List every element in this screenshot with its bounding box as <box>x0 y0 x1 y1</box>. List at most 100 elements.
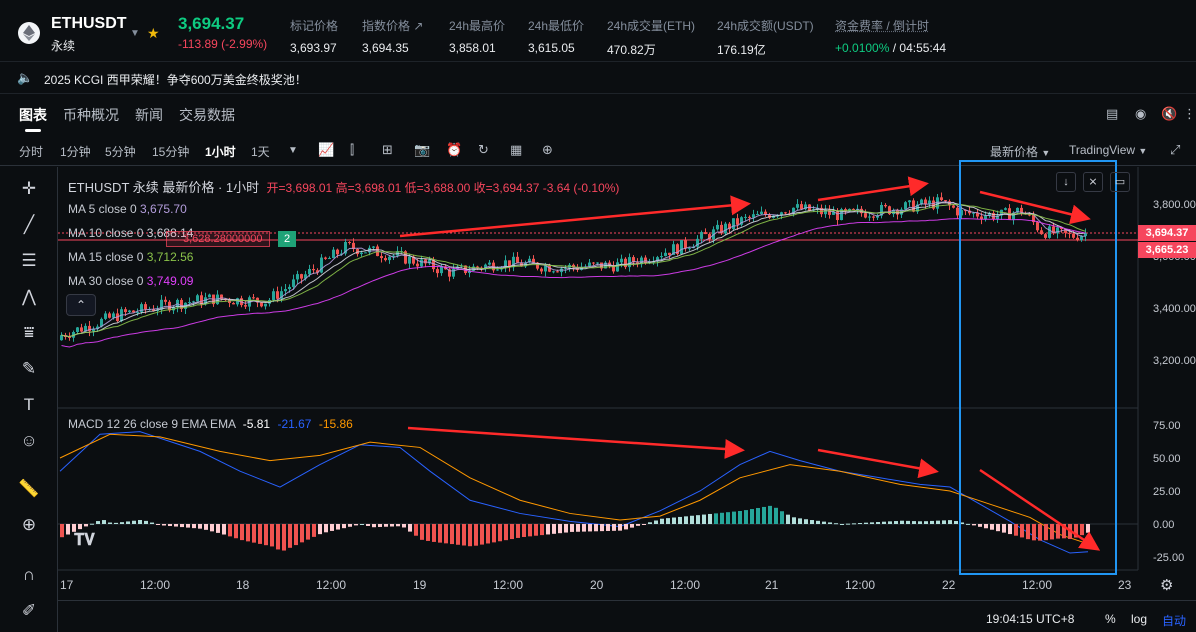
candle-body <box>960 210 963 216</box>
candle-body <box>356 249 359 255</box>
tab-news[interactable]: 新闻 <box>135 107 163 123</box>
candle-body <box>252 297 255 299</box>
symbol-dropdown-icon[interactable]: ▼ <box>130 28 140 39</box>
alert-clock-icon[interactable]: ⏰ <box>446 142 463 157</box>
announcement-text[interactable]: 2025 KCGI 西甲荣耀！争夺600万美金终极奖池！ <box>44 73 307 87</box>
text-icon[interactable]: T <box>23 395 35 414</box>
candle-body <box>840 209 843 221</box>
refresh-icon[interactable]: ↻ <box>478 142 489 157</box>
magnet-icon[interactable]: ∩ <box>22 565 36 584</box>
add-icon[interactable]: ⊕ <box>542 142 553 157</box>
candle-body <box>804 204 807 210</box>
auto-scale-toggle[interactable]: 自动 <box>1162 614 1187 628</box>
more-icon[interactable]: ⋮ <box>1183 106 1196 121</box>
stat-label: 指数价格 ↗ <box>362 19 424 33</box>
brush-icon[interactable]: ✎ <box>21 359 37 378</box>
macd-histogram-bar <box>966 523 970 525</box>
annotation-arrow <box>979 468 1101 551</box>
trendline-icon[interactable]: ╱ <box>23 215 35 234</box>
stat-label: 标记价格 <box>290 19 339 33</box>
candle-body <box>1012 212 1015 220</box>
macd-histogram-bar <box>858 523 862 525</box>
interval-1d[interactable]: 1天 <box>251 145 270 159</box>
announcement-bar[interactable]: 🔈 2025 KCGI 西甲荣耀！争夺600万美金终极奖池！ <box>0 62 1196 94</box>
candle-body <box>752 214 755 218</box>
candle-body <box>880 204 883 216</box>
candle-body <box>700 232 703 239</box>
candle-body <box>628 257 631 268</box>
candle-body <box>536 262 539 269</box>
bulb-icon[interactable]: ◉ <box>1135 106 1147 121</box>
more-intervals-dropdown-icon[interactable]: ▼ <box>288 145 298 156</box>
lock-drawing-icon[interactable]: ✐ <box>21 601 37 620</box>
candle-body <box>412 256 415 264</box>
stat-value: 3,615.05 <box>528 41 575 55</box>
maximize-pane-icon[interactable]: ▭ <box>1110 172 1130 192</box>
pending-order-qty[interactable]: 2 <box>278 231 296 247</box>
macd-histogram-bar <box>360 524 364 525</box>
candle-type-icon[interactable]: ⫿ <box>350 142 355 157</box>
ticker-header: ETHUSDT 永续 ▼ ★ 3,694.37 -113.89 (-2.99%)… <box>0 0 1196 62</box>
interval-5m[interactable]: 5分钟 <box>105 145 136 159</box>
macd-histogram-bar <box>366 524 370 526</box>
projection-icon[interactable]: ⩸ <box>23 323 35 342</box>
scroll-down-icon[interactable]: ↓ <box>1056 172 1076 192</box>
grid-layout-icon[interactable]: ⊞ <box>382 142 393 157</box>
pattern-icon[interactable]: ⋀ <box>22 287 36 306</box>
stat-24h-turnover: 24h成交额(USDT) 176.19亿 <box>717 17 814 58</box>
candle-body <box>208 294 211 298</box>
collapse-pane-icon[interactable]: ⨯ <box>1083 172 1103 192</box>
macd-histogram-bar <box>876 522 880 524</box>
candle-body <box>500 267 503 270</box>
candle-body <box>180 299 183 309</box>
price-type-select[interactable]: 最新价格 ▼ <box>990 145 1051 159</box>
candle-body <box>132 310 135 313</box>
crosshair-icon[interactable]: ✛ <box>21 179 37 198</box>
macd-histogram-bar <box>1026 524 1030 540</box>
macd-dif-line <box>59 431 1089 554</box>
tab-coin-overview[interactable]: 币种概况 <box>63 107 119 123</box>
indicators-icon[interactable]: 📈 <box>318 142 335 157</box>
chart-mode-select[interactable]: TradingView ▼ <box>1069 143 1148 157</box>
interval-timeline[interactable]: 分时 <box>19 145 44 159</box>
calculator-icon[interactable]: ▦ <box>510 142 523 157</box>
percent-toggle[interactable]: % <box>1105 612 1116 626</box>
emoji-icon[interactable]: ☺ <box>20 431 38 450</box>
candle-body <box>696 238 699 247</box>
collapse-indicators-button[interactable]: ⌃ <box>66 294 96 316</box>
camera-icon[interactable]: 📷 <box>414 142 431 157</box>
candle-body <box>1060 227 1063 230</box>
notes-icon[interactable]: ▤ <box>1106 106 1119 121</box>
chart-settings-gear-icon[interactable]: ⚙ <box>1160 577 1174 594</box>
candle-body <box>644 257 647 263</box>
pending-order-line-label[interactable]: 3,628.28000000 <box>166 231 270 247</box>
macd-histogram-bar <box>312 524 316 537</box>
macd-histogram-bar <box>300 524 304 543</box>
interval-1m[interactable]: 1分钟 <box>60 145 91 159</box>
tab-chart[interactable]: 图表 <box>19 107 47 123</box>
fib-lines-icon[interactable]: ☰ <box>21 251 37 270</box>
tab-trading-data[interactable]: 交易数据 <box>179 107 235 123</box>
favorite-star-icon[interactable]: ★ <box>147 25 160 41</box>
macd-histogram-bar <box>228 524 232 537</box>
interval-15m[interactable]: 15分钟 <box>152 145 190 159</box>
fullscreen-icon[interactable]: ⤢ <box>1170 142 1181 157</box>
tradingview-logo[interactable]: 𝐓𝐕 <box>74 532 95 549</box>
clock[interactable]: 19:04:15 UTC+8 <box>986 612 1075 626</box>
mute-icon[interactable]: 🔇 <box>1161 106 1178 121</box>
interval-1h[interactable]: 1小时 <box>205 145 236 159</box>
macd-histogram-bar <box>642 524 646 525</box>
stat-label: 24h最高价 <box>449 19 506 33</box>
stat-label: 24h最低价 <box>528 19 585 33</box>
candle-body <box>280 291 283 299</box>
candle-body <box>376 246 379 257</box>
symbol-name[interactable]: ETHUSDT <box>51 15 127 32</box>
macd-histogram-bar <box>156 524 160 525</box>
ruler-icon[interactable]: 📏 <box>18 479 40 498</box>
macd-histogram-bar <box>1032 524 1036 541</box>
stat-24h-volume: 24h成交量(ETH) 470.82万 <box>607 17 695 58</box>
candle-body <box>600 262 603 269</box>
external-link-icon[interactable]: ↗ <box>413 19 424 33</box>
log-toggle[interactable]: log <box>1131 612 1148 626</box>
zoom-in-icon[interactable]: ⊕ <box>21 515 37 534</box>
